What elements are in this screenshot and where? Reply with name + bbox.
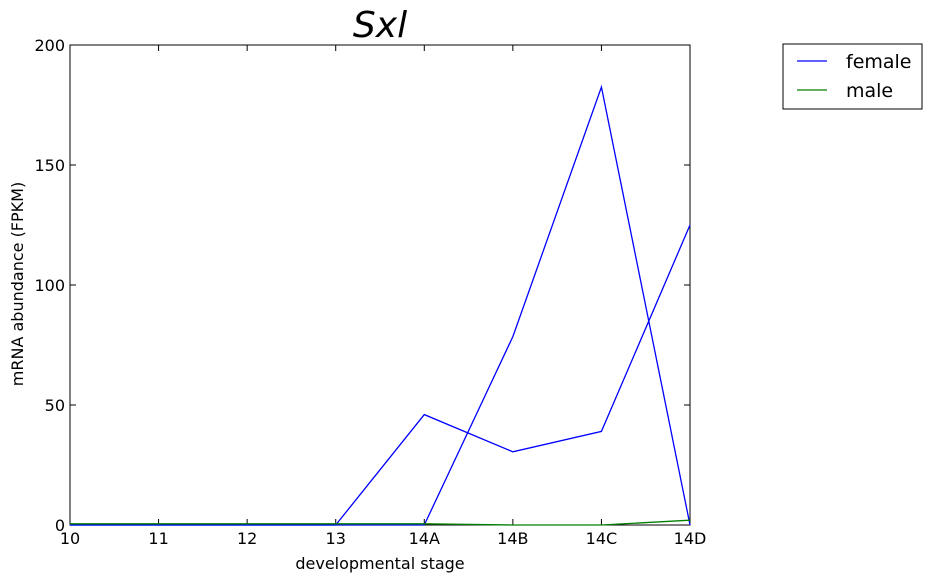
x-tick-label: 11 (148, 529, 168, 548)
series-line-male (70, 520, 690, 525)
x-tick-label: 12 (237, 529, 257, 548)
x-tick-label: 14B (497, 529, 528, 548)
legend-label-male: male (846, 80, 893, 102)
x-axis-label: developmental stage (295, 554, 464, 573)
x-tick-label: 13 (326, 529, 346, 548)
y-tick-label: 100 (34, 276, 65, 295)
x-tick-label: 14A (409, 529, 440, 548)
legend-label-female: female (846, 51, 912, 73)
x-tick-label: 14C (586, 529, 618, 548)
y-tick-label: 200 (34, 36, 65, 55)
y-tick-label: 150 (34, 156, 65, 175)
legend: female male (783, 44, 922, 109)
chart-title: Sxl (353, 5, 407, 46)
plot-frame (70, 45, 690, 525)
x-tick-label: 14D (674, 529, 707, 548)
x-tick-label: 10 (60, 529, 80, 548)
series-line-female (70, 225, 690, 525)
y-axis-label: mRNA abundance (FPKM) (8, 182, 27, 386)
series-line-female (70, 87, 690, 525)
y-tick-label: 50 (45, 396, 65, 415)
